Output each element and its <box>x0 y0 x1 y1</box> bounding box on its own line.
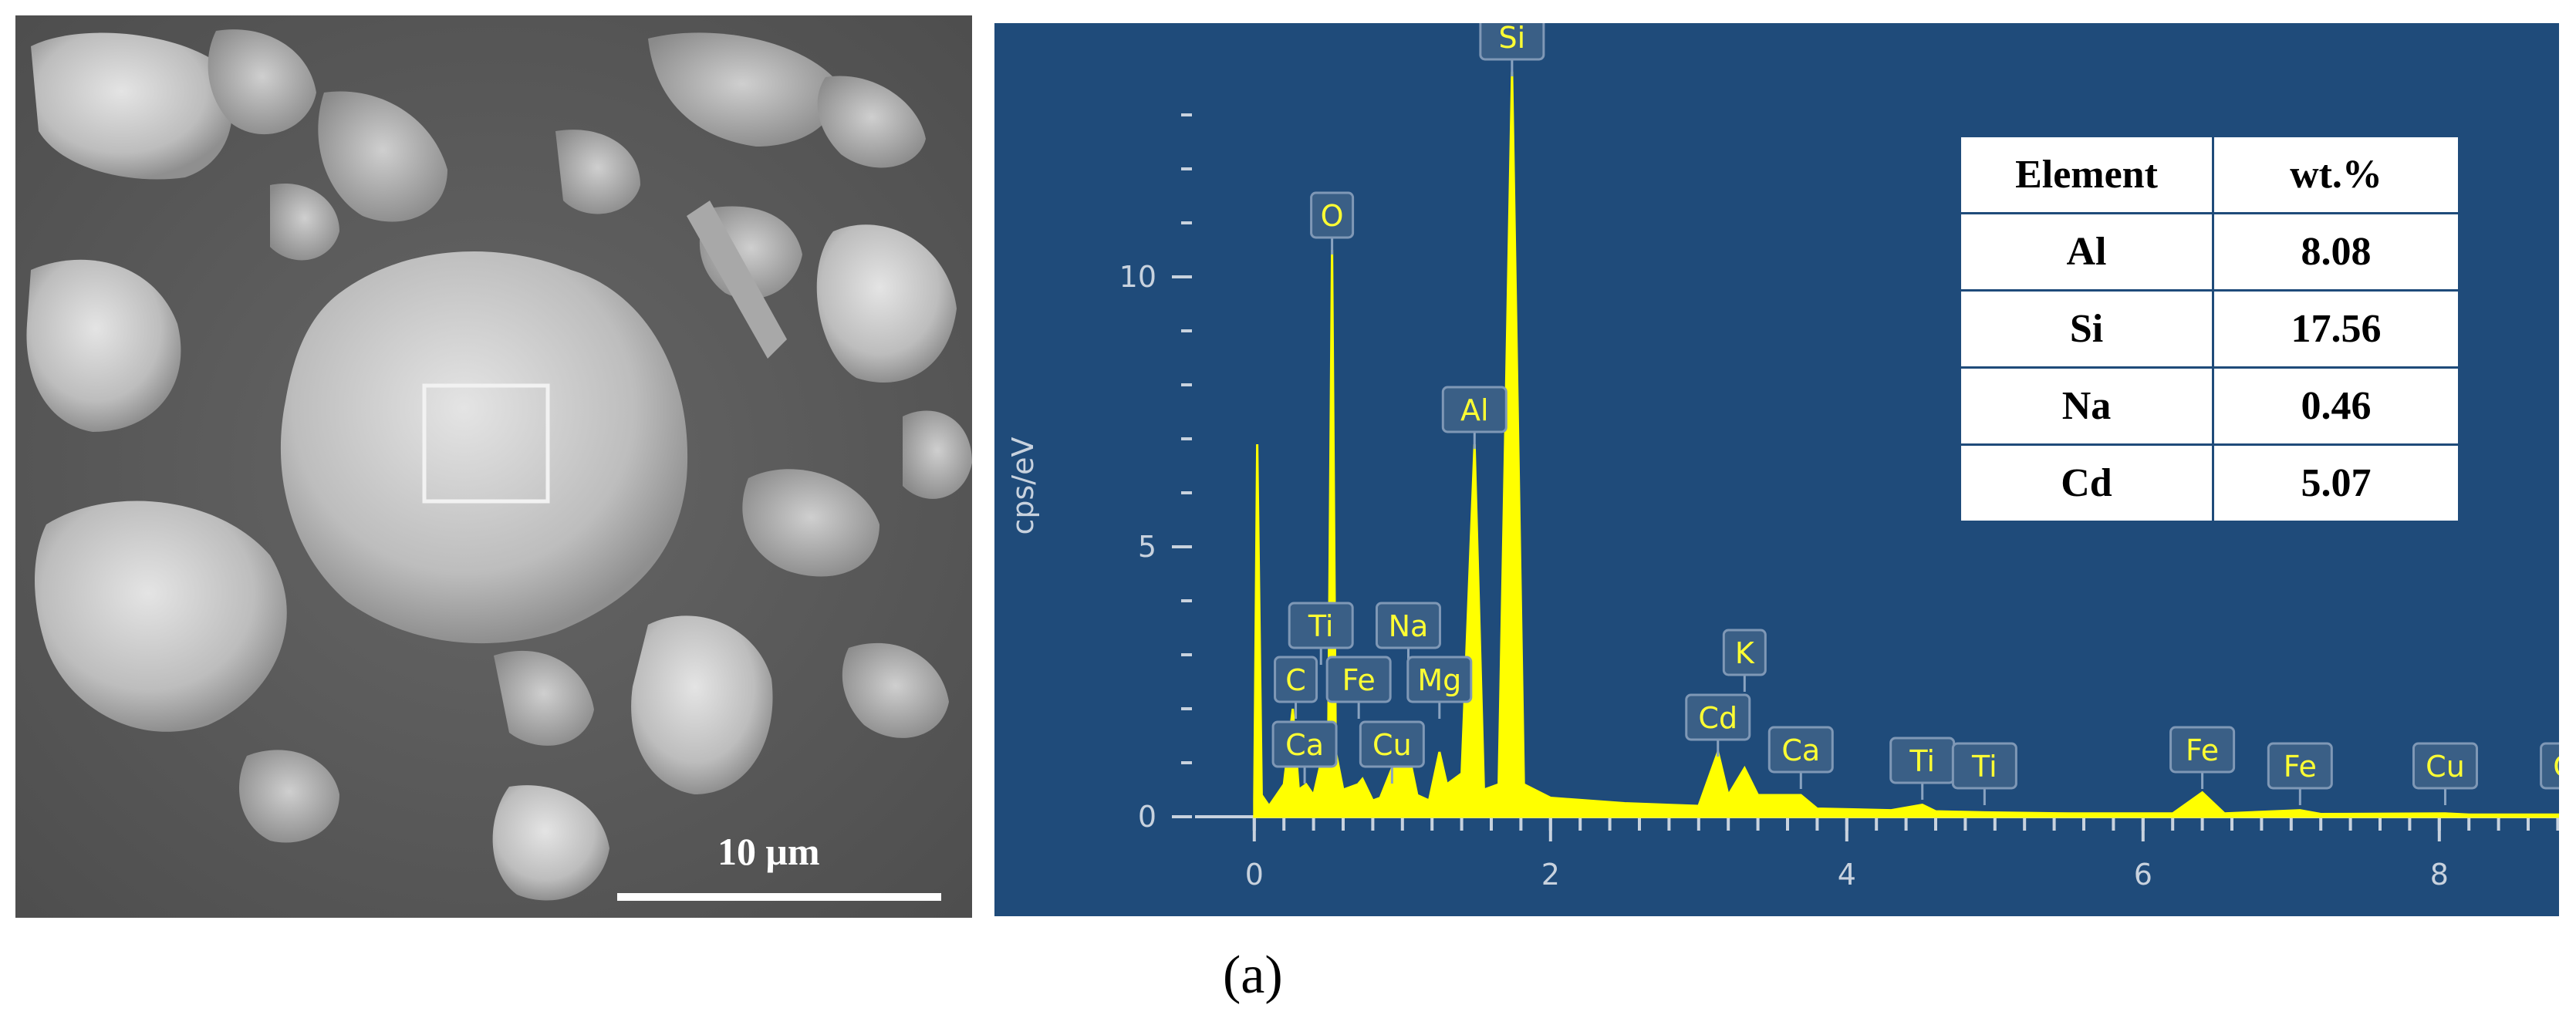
table-cell-value: 5.07 <box>2212 443 2460 523</box>
svg-text:Ti: Ti <box>1909 744 1935 778</box>
peak-label-cd: Cd <box>1685 693 1751 757</box>
peak-label-ti: Ti <box>1288 602 1354 665</box>
svg-text:Mg: Mg <box>1417 663 1461 697</box>
table-cell-value: 17.56 <box>2212 289 2460 369</box>
peak-label-ti: Ti <box>1889 737 1956 800</box>
y-axis-label: cps/eV <box>1006 437 1040 535</box>
analysis-region-box <box>422 383 550 504</box>
x-tick-label: 4 <box>1838 858 1856 892</box>
peak-label-mg: Mg <box>1406 656 1473 719</box>
peak-label-c: C <box>1274 656 1318 719</box>
table-header-wt: wt.% <box>2212 135 2460 214</box>
table-row: Si 17.56 <box>1959 289 2460 369</box>
table-header-element: Element <box>1959 135 2214 214</box>
table-row: Al 8.08 <box>1959 212 2460 292</box>
table-row: Na 0.46 <box>1959 366 2460 446</box>
scale-bar <box>617 893 941 901</box>
eds-spectrum-chart: 051002468keV SiOAlTiNaCFeMgCaCuCdKCaTiTi… <box>1006 23 2559 892</box>
table-cell-element: Cd <box>1959 443 2214 523</box>
y-tick-label: 5 <box>1138 530 1156 564</box>
peak-label-cu: Cu <box>2540 742 2559 790</box>
svg-text:O: O <box>1321 199 1344 233</box>
peak-label-ca: Ca <box>1767 726 1834 789</box>
peak-label-fe: Fe <box>2169 726 2236 789</box>
table-cell-value: 0.46 <box>2212 366 2460 446</box>
x-tick-label: 2 <box>1541 858 1560 892</box>
svg-text:Fe: Fe <box>2284 750 2317 784</box>
svg-text:Fe: Fe <box>1342 663 1376 697</box>
table-cell-element: Na <box>1959 366 2214 446</box>
peak-labels: SiOAlTiNaCFeMgCaCuCdKCaTiTiFeFeCuCu <box>1271 23 2559 805</box>
peak-label-fe: Fe <box>1325 656 1392 719</box>
table-header-row: Element wt.% <box>1959 135 2460 214</box>
svg-text:Fe: Fe <box>2186 733 2219 767</box>
panel-label: (a) <box>1223 946 1283 1005</box>
svg-text:Ti: Ti <box>1308 609 1334 643</box>
peak-label-cu: Cu <box>1359 720 1425 784</box>
svg-text:Ca: Ca <box>1781 733 1820 767</box>
peak-label-ti: Ti <box>1951 742 2017 805</box>
table-cell-value: 8.08 <box>2212 212 2460 292</box>
svg-text:Ti: Ti <box>1971 750 1997 784</box>
peak-label-o: O <box>1310 191 1355 255</box>
svg-text:Ca: Ca <box>1285 728 1324 762</box>
svg-text:Na: Na <box>1389 609 1429 643</box>
peak-label-k: K <box>1722 629 1767 692</box>
eds-spectrum-panel: 051002468keV SiOAlTiNaCFeMgCaCuCdKCaTiTi… <box>994 23 2559 916</box>
table-cell-element: Al <box>1959 212 2214 292</box>
peak-label-fe: Fe <box>2267 742 2333 805</box>
particle-main <box>280 251 688 644</box>
peak-label-si: Si <box>1479 23 1545 76</box>
svg-text:Cd: Cd <box>1698 701 1737 735</box>
sem-micrograph: 10 μm <box>15 15 972 918</box>
peak-label-cu: Cu <box>2412 742 2478 805</box>
x-tick-label: 8 <box>2430 858 2449 892</box>
svg-text:K: K <box>1735 636 1755 670</box>
peak-label-ca: Ca <box>1271 720 1338 784</box>
composition-table: Element wt.% Al 8.08 Si 17.56 Na 0.46 Cd… <box>1959 135 2460 523</box>
y-tick-label: 0 <box>1138 800 1156 834</box>
svg-text:Si: Si <box>1499 23 1526 55</box>
table-cell-element: Si <box>1959 289 2214 369</box>
peak-label-na: Na <box>1375 602 1441 665</box>
x-tick-label: 0 <box>1245 858 1264 892</box>
sem-particles <box>15 15 972 918</box>
svg-text:Al: Al <box>1460 393 1489 427</box>
svg-text:Cu: Cu <box>1372 728 1412 762</box>
svg-text:Cu: Cu <box>2553 750 2559 784</box>
svg-text:Cu: Cu <box>2426 750 2465 784</box>
spectrum-line <box>1253 71 2559 818</box>
y-tick-label: 10 <box>1119 260 1156 294</box>
x-tick-label: 6 <box>2134 858 2152 892</box>
svg-text:C: C <box>1285 663 1306 697</box>
table-row: Cd 5.07 <box>1959 443 2460 523</box>
peak-label-al: Al <box>1441 386 1507 449</box>
scale-bar-label: 10 μm <box>717 830 820 873</box>
